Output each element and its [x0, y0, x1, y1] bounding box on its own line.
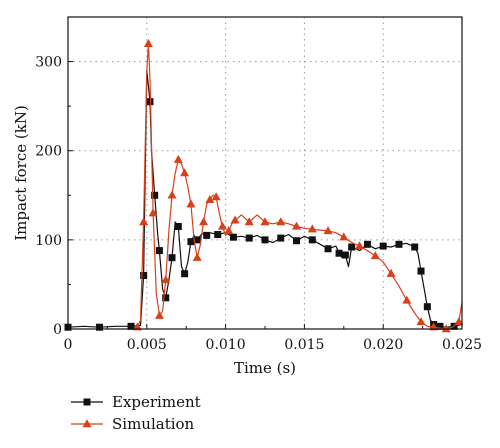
- data-point-experiment: [229, 233, 237, 241]
- data-point-experiment: [155, 247, 163, 255]
- data-point-simulation: [370, 251, 380, 260]
- data-point-simulation: [211, 192, 221, 201]
- data-point-experiment: [436, 322, 444, 330]
- data-point-experiment: [162, 294, 170, 302]
- data-point-experiment: [181, 270, 189, 278]
- y-axis-ticks: 0 100 200 300: [35, 55, 73, 338]
- data-point-experiment: [214, 231, 222, 239]
- data-point-experiment: [379, 242, 387, 250]
- series-simulation: [132, 38, 464, 333]
- x-axis-ticks: 0 0.005 0.010 0.015 0.020 0.025: [64, 324, 482, 353]
- data-point-experiment: [417, 267, 425, 275]
- data-point-simulation: [143, 38, 153, 47]
- y-tick-label: 200: [35, 144, 62, 160]
- x-tick-label: 0.005: [127, 337, 167, 353]
- data-point-experiment: [363, 240, 371, 248]
- data-point-experiment: [335, 249, 343, 257]
- data-point-experiment: [348, 243, 356, 251]
- y-tick-label: 100: [35, 233, 62, 249]
- x-tick-label: 0.025: [442, 337, 482, 353]
- data-point-experiment: [395, 240, 403, 248]
- legend-label-simulation: Simulation: [112, 415, 195, 433]
- data-point-experiment: [341, 251, 349, 259]
- data-point-simulation: [217, 221, 227, 230]
- data-point-simulation: [139, 217, 149, 226]
- data-point-experiment: [245, 234, 253, 242]
- data-point-experiment: [151, 191, 159, 199]
- data-point-simulation: [441, 324, 451, 333]
- data-point-simulation: [454, 317, 464, 326]
- data-point-simulation: [230, 215, 240, 224]
- data-point-simulation: [292, 221, 302, 230]
- data-point-simulation: [260, 217, 270, 226]
- data-point-simulation: [186, 199, 196, 208]
- data-point-simulation: [161, 275, 171, 284]
- data-point-experiment: [168, 254, 176, 262]
- series-layer: [64, 38, 464, 333]
- x-tick-label: 0.020: [363, 337, 403, 353]
- data-point-simulation: [199, 217, 209, 226]
- data-point-simulation: [416, 317, 426, 326]
- data-point-experiment: [423, 303, 431, 311]
- data-point-experiment: [96, 323, 104, 331]
- data-point-simulation: [180, 168, 190, 177]
- data-point-simulation: [167, 190, 177, 199]
- data-point-simulation: [402, 295, 412, 304]
- data-point-experiment: [324, 245, 332, 253]
- legend-marker-experiment: [83, 398, 91, 406]
- data-point-simulation: [307, 224, 317, 233]
- data-point-simulation: [205, 194, 215, 203]
- data-point-experiment: [277, 234, 285, 242]
- data-point-simulation: [244, 217, 254, 226]
- y-tick-label: 0: [53, 322, 62, 338]
- data-point-experiment: [127, 322, 135, 330]
- data-point-experiment: [411, 243, 419, 251]
- data-point-experiment: [308, 236, 316, 244]
- data-point-experiment: [203, 231, 211, 239]
- data-point-experiment: [193, 236, 201, 244]
- data-point-simulation: [355, 241, 365, 250]
- data-point-experiment: [293, 237, 301, 245]
- legend-label-experiment: Experiment: [112, 393, 201, 411]
- data-point-simulation: [148, 208, 158, 217]
- x-tick-label: 0.010: [206, 337, 246, 353]
- data-point-simulation: [276, 217, 286, 226]
- data-point-experiment: [140, 272, 148, 280]
- x-tick-label: 0.015: [284, 337, 324, 353]
- data-point-simulation: [386, 268, 396, 277]
- y-tick-label: 300: [35, 55, 62, 71]
- x-axis-title: Time (s): [234, 359, 296, 377]
- data-point-simulation: [339, 232, 349, 241]
- data-point-experiment: [187, 238, 195, 246]
- data-point-experiment: [174, 222, 182, 230]
- data-point-simulation: [154, 310, 164, 319]
- data-point-simulation: [192, 252, 202, 261]
- plot-frame: [67, 16, 463, 330]
- series-line-experiment: [67, 69, 463, 328]
- series-line-simulation: [136, 43, 463, 330]
- legend-marker-simulation: [82, 419, 92, 428]
- data-point-simulation: [173, 154, 183, 163]
- data-point-simulation: [323, 226, 333, 235]
- grid-lines: [68, 17, 462, 329]
- data-point-experiment: [261, 236, 269, 244]
- legend: Experiment Simulation: [71, 393, 201, 433]
- y-axis-title: Impact force (kN): [12, 105, 30, 241]
- x-tick-label: 0: [64, 337, 73, 353]
- data-point-simulation: [224, 226, 234, 235]
